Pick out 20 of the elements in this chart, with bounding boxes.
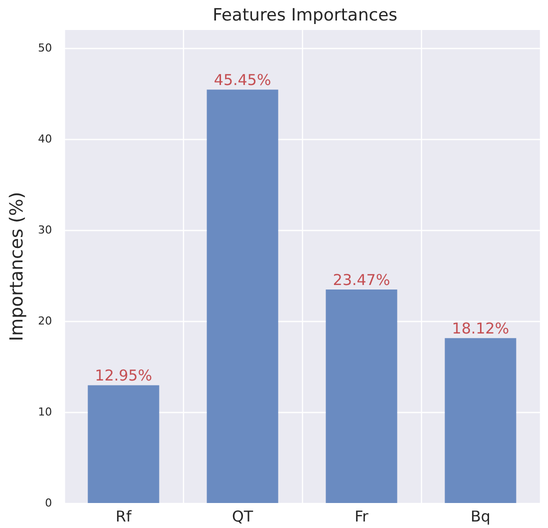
bar (206, 90, 278, 503)
data-label: 23.47% (332, 271, 390, 290)
x-tick-label: Rf (116, 508, 132, 526)
data-label: 45.45% (214, 71, 272, 90)
chart-title: Features Importances (212, 6, 398, 26)
y-tick-label: 0 (45, 496, 52, 510)
y-tick-label: 50 (38, 42, 52, 55)
x-tick-label: QT (232, 508, 254, 526)
x-tick-label: Fr (354, 508, 370, 526)
data-label: 12.95% (94, 366, 152, 385)
y-axis-title: Importances (%) (6, 192, 28, 342)
y-tick-label: 40 (38, 132, 52, 146)
x-tick-label: Bq (470, 508, 490, 526)
y-tick-label: 30 (38, 224, 52, 237)
y-tick-label: 10 (38, 406, 52, 419)
bar (444, 338, 516, 503)
bar (88, 385, 160, 503)
bar (326, 290, 398, 503)
y-tick-label: 20 (38, 314, 52, 328)
data-label: 18.12% (452, 320, 510, 338)
